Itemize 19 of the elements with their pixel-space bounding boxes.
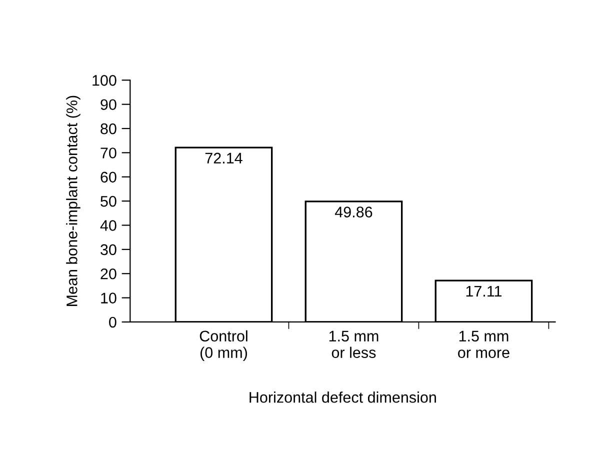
y-axis-title: Mean bone-implant contact (%) (66, 96, 80, 306)
y-tick-label: 90 (100, 99, 116, 110)
y-tick-label: 30 (100, 244, 116, 256)
y-tick-label: 70 (100, 148, 116, 158)
x-tick-label: 1.5 mm or more (458, 330, 510, 358)
y-tick-label: 50 (100, 196, 116, 207)
y-tick-label: 80 (100, 123, 116, 134)
y-tick-label: 100 (92, 75, 116, 86)
y-tick-label: 20 (100, 268, 116, 280)
x-tick-label: 1.5 mm or less (329, 330, 378, 358)
x-tick-label: Control (0 mm) (200, 330, 248, 361)
y-tick-label: 60 (100, 172, 116, 183)
y-tick-label: 0 (109, 316, 116, 328)
x-axis-title: Horizontal defect dimension (250, 392, 436, 403)
y-tick-label: 40 (100, 220, 116, 231)
y-tick-label: 10 (101, 292, 116, 304)
data-label: 17.11 (466, 286, 502, 297)
data-label: 72.14 (205, 152, 242, 164)
data-label: 49.86 (334, 206, 372, 218)
